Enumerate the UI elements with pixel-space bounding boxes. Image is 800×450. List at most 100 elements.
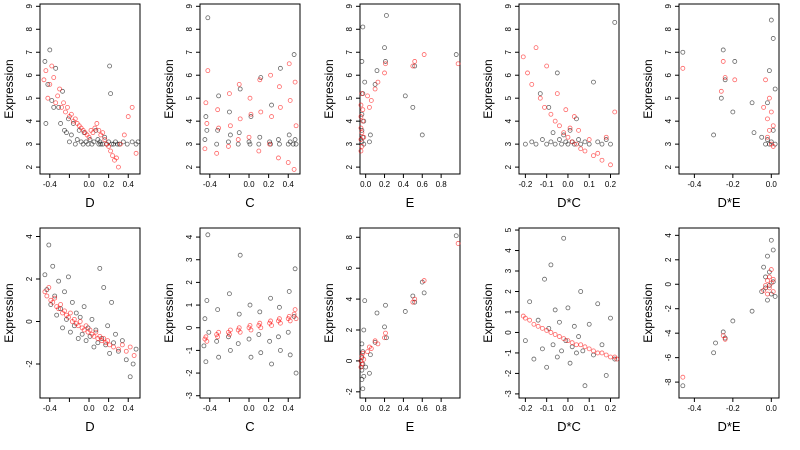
data-point [544, 328, 550, 333]
points-group [520, 235, 620, 389]
data-point [359, 59, 365, 64]
data-point [68, 111, 74, 117]
data-point [578, 141, 584, 147]
data-point [358, 102, 364, 108]
x-tick-label: 0.0 [360, 180, 372, 189]
y-tick-label: 0 [504, 330, 513, 335]
data-point [359, 361, 365, 367]
data-point [591, 153, 596, 159]
data-point [47, 82, 53, 87]
data-point [770, 36, 776, 41]
data-point [46, 242, 52, 248]
data-point [293, 141, 299, 147]
data-point [80, 141, 86, 147]
data-point [533, 45, 539, 51]
y-tick-label: 9 [504, 4, 513, 9]
data-point [286, 132, 292, 138]
data-point [419, 132, 425, 138]
data-point [360, 118, 366, 124]
data-point [236, 130, 242, 136]
data-point [591, 348, 596, 354]
data-point [527, 317, 533, 323]
data-point [97, 265, 103, 271]
y-tick-label: 8 [664, 26, 673, 31]
y-tick-label: 6 [345, 72, 354, 77]
data-point [45, 95, 51, 101]
data-point [720, 59, 726, 64]
data-point [522, 338, 528, 344]
data-point [63, 109, 68, 115]
x-tick-label: 0.2 [379, 404, 391, 413]
x-tick-label: -0.2 [726, 180, 740, 189]
data-point [227, 91, 232, 96]
data-point [382, 70, 387, 76]
data-point [276, 155, 281, 161]
data-point [56, 306, 62, 312]
data-point [375, 79, 381, 85]
data-point [86, 134, 92, 140]
data-point [105, 338, 111, 344]
y-tick-label: 2 [345, 164, 354, 169]
data-point [91, 344, 97, 350]
y-tick-label: 0 [25, 319, 34, 324]
data-point [770, 276, 776, 282]
x-tick-label: 0.2 [103, 180, 115, 189]
y-tick-label: 3 [504, 141, 513, 146]
data-point [59, 104, 64, 110]
data-point [47, 47, 53, 53]
data-point [56, 104, 62, 110]
data-point [277, 104, 283, 110]
data-point [608, 141, 613, 147]
y-axis-label: Expression [2, 59, 16, 118]
data-point [87, 137, 93, 142]
x-axis-label: E [406, 419, 415, 434]
points-group [202, 15, 299, 172]
data-point [722, 336, 728, 342]
x-tick-label: -0.4 [43, 180, 57, 189]
data-point [361, 327, 367, 333]
data-point [576, 127, 581, 133]
data-point [582, 148, 588, 154]
x-axis-label: C [245, 419, 254, 434]
x-tick-label: 0.0 [766, 404, 778, 413]
data-point [765, 297, 770, 303]
chart-panel-8: 0.0 0.2 0.4 0.6 0.8 -2 0 2 4 6 8 E Expression [322, 227, 461, 434]
x-tick-label: 0.0 [562, 404, 574, 413]
data-point [97, 139, 103, 145]
data-point [236, 311, 242, 317]
data-point [97, 333, 103, 339]
data-point [269, 114, 274, 119]
data-point [383, 302, 388, 308]
data-point [772, 86, 778, 92]
y-axis-label: Expression [162, 59, 176, 118]
data-point [542, 276, 547, 282]
data-point [359, 111, 365, 117]
chart-panel-1: -0.4 0.0 0.2 0.4 2 3 4 5 6 7 8 9 D Expression [2, 3, 141, 210]
data-point [718, 88, 724, 94]
y-tick-label: 7 [345, 49, 354, 54]
data-point [535, 323, 541, 329]
data-point [367, 139, 372, 145]
x-tick-label: -0.4 [687, 404, 701, 413]
y-tick-label: 4 [664, 233, 673, 238]
data-point [591, 352, 596, 358]
data-point [96, 127, 102, 133]
x-tick-label: 0.0 [243, 180, 255, 189]
x-tick-label: -0.1 [540, 180, 554, 189]
data-point [569, 340, 575, 346]
data-point [72, 141, 78, 147]
y-axis-label: Expression [2, 283, 16, 342]
data-point [603, 134, 609, 140]
data-point [718, 95, 724, 101]
data-point [765, 100, 770, 106]
data-point [258, 109, 264, 115]
data-point [563, 107, 569, 113]
data-point [75, 336, 81, 341]
data-point [215, 307, 221, 313]
data-point [51, 104, 57, 110]
data-point [546, 104, 552, 110]
data-point [227, 291, 232, 297]
data-point [227, 109, 232, 115]
data-point [358, 137, 364, 142]
data-point [117, 141, 123, 147]
